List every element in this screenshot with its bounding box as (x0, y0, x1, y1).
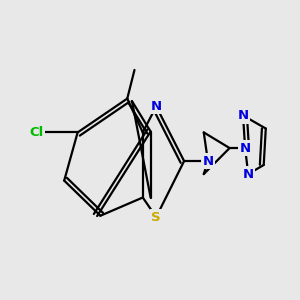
Text: N: N (239, 142, 251, 154)
Text: N: N (238, 109, 249, 122)
Text: S: S (152, 211, 161, 224)
Text: N: N (243, 168, 254, 181)
Text: N: N (202, 154, 214, 168)
Text: Cl: Cl (29, 126, 44, 139)
Text: N: N (151, 100, 162, 113)
